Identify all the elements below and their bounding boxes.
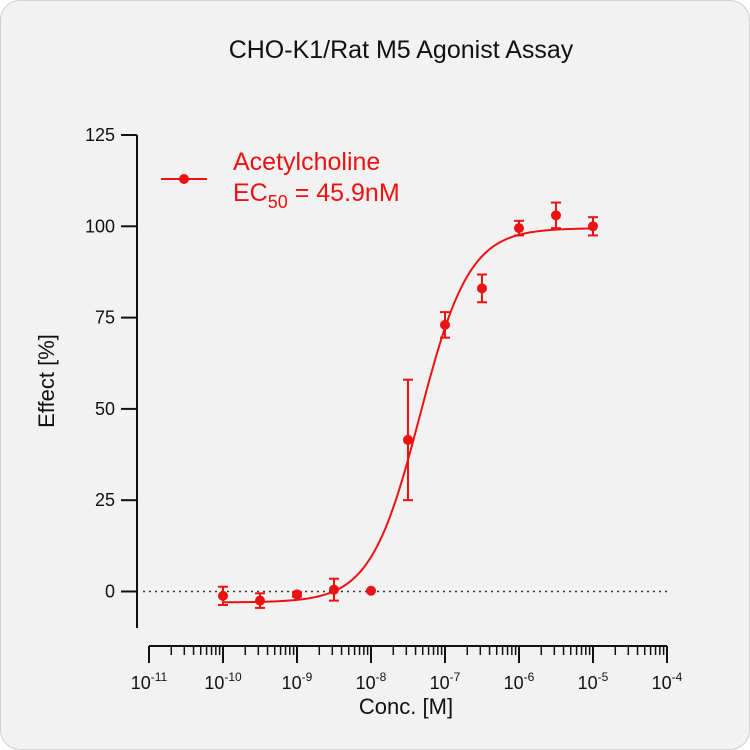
data-point — [550, 210, 561, 221]
data-point — [514, 223, 524, 234]
data-point — [440, 319, 450, 330]
y-tick-label: 75 — [95, 308, 115, 328]
y-tick-label: 25 — [95, 490, 115, 510]
y-tick-label: 50 — [95, 399, 115, 419]
data-point — [292, 589, 302, 600]
data-point — [366, 585, 376, 596]
legend-series-name: Acetylcholine — [233, 148, 380, 176]
x-axis-title: Conc. [M] — [359, 694, 453, 719]
x-tick-label: 10-4 — [652, 670, 683, 693]
legend-ec50: EC50 = 45.9nM — [233, 179, 400, 212]
y-tick-label: 0 — [105, 581, 115, 601]
y-tick-label: 125 — [85, 125, 115, 145]
chart-title: CHO-K1/Rat M5 Agonist Assay — [229, 36, 574, 64]
data-point — [254, 595, 265, 606]
y-axis-title: Effect [%] — [34, 334, 59, 428]
x-tick-label: 10-6 — [504, 670, 535, 693]
x-tick-label: 10-5 — [578, 670, 609, 693]
data-point — [476, 283, 487, 294]
x-tick-label: 10-10 — [204, 670, 242, 693]
x-tick-label: 10-8 — [356, 670, 387, 693]
data-point — [218, 590, 228, 601]
data-point — [588, 221, 598, 232]
y-tick-label: 100 — [85, 216, 115, 236]
legend-marker — [179, 174, 189, 184]
x-tick-label: 10-11 — [131, 670, 168, 693]
data-point — [328, 584, 339, 595]
x-tick-label: 10-7 — [430, 670, 461, 693]
data-point — [402, 434, 413, 445]
x-tick-label: 10-9 — [282, 670, 313, 693]
